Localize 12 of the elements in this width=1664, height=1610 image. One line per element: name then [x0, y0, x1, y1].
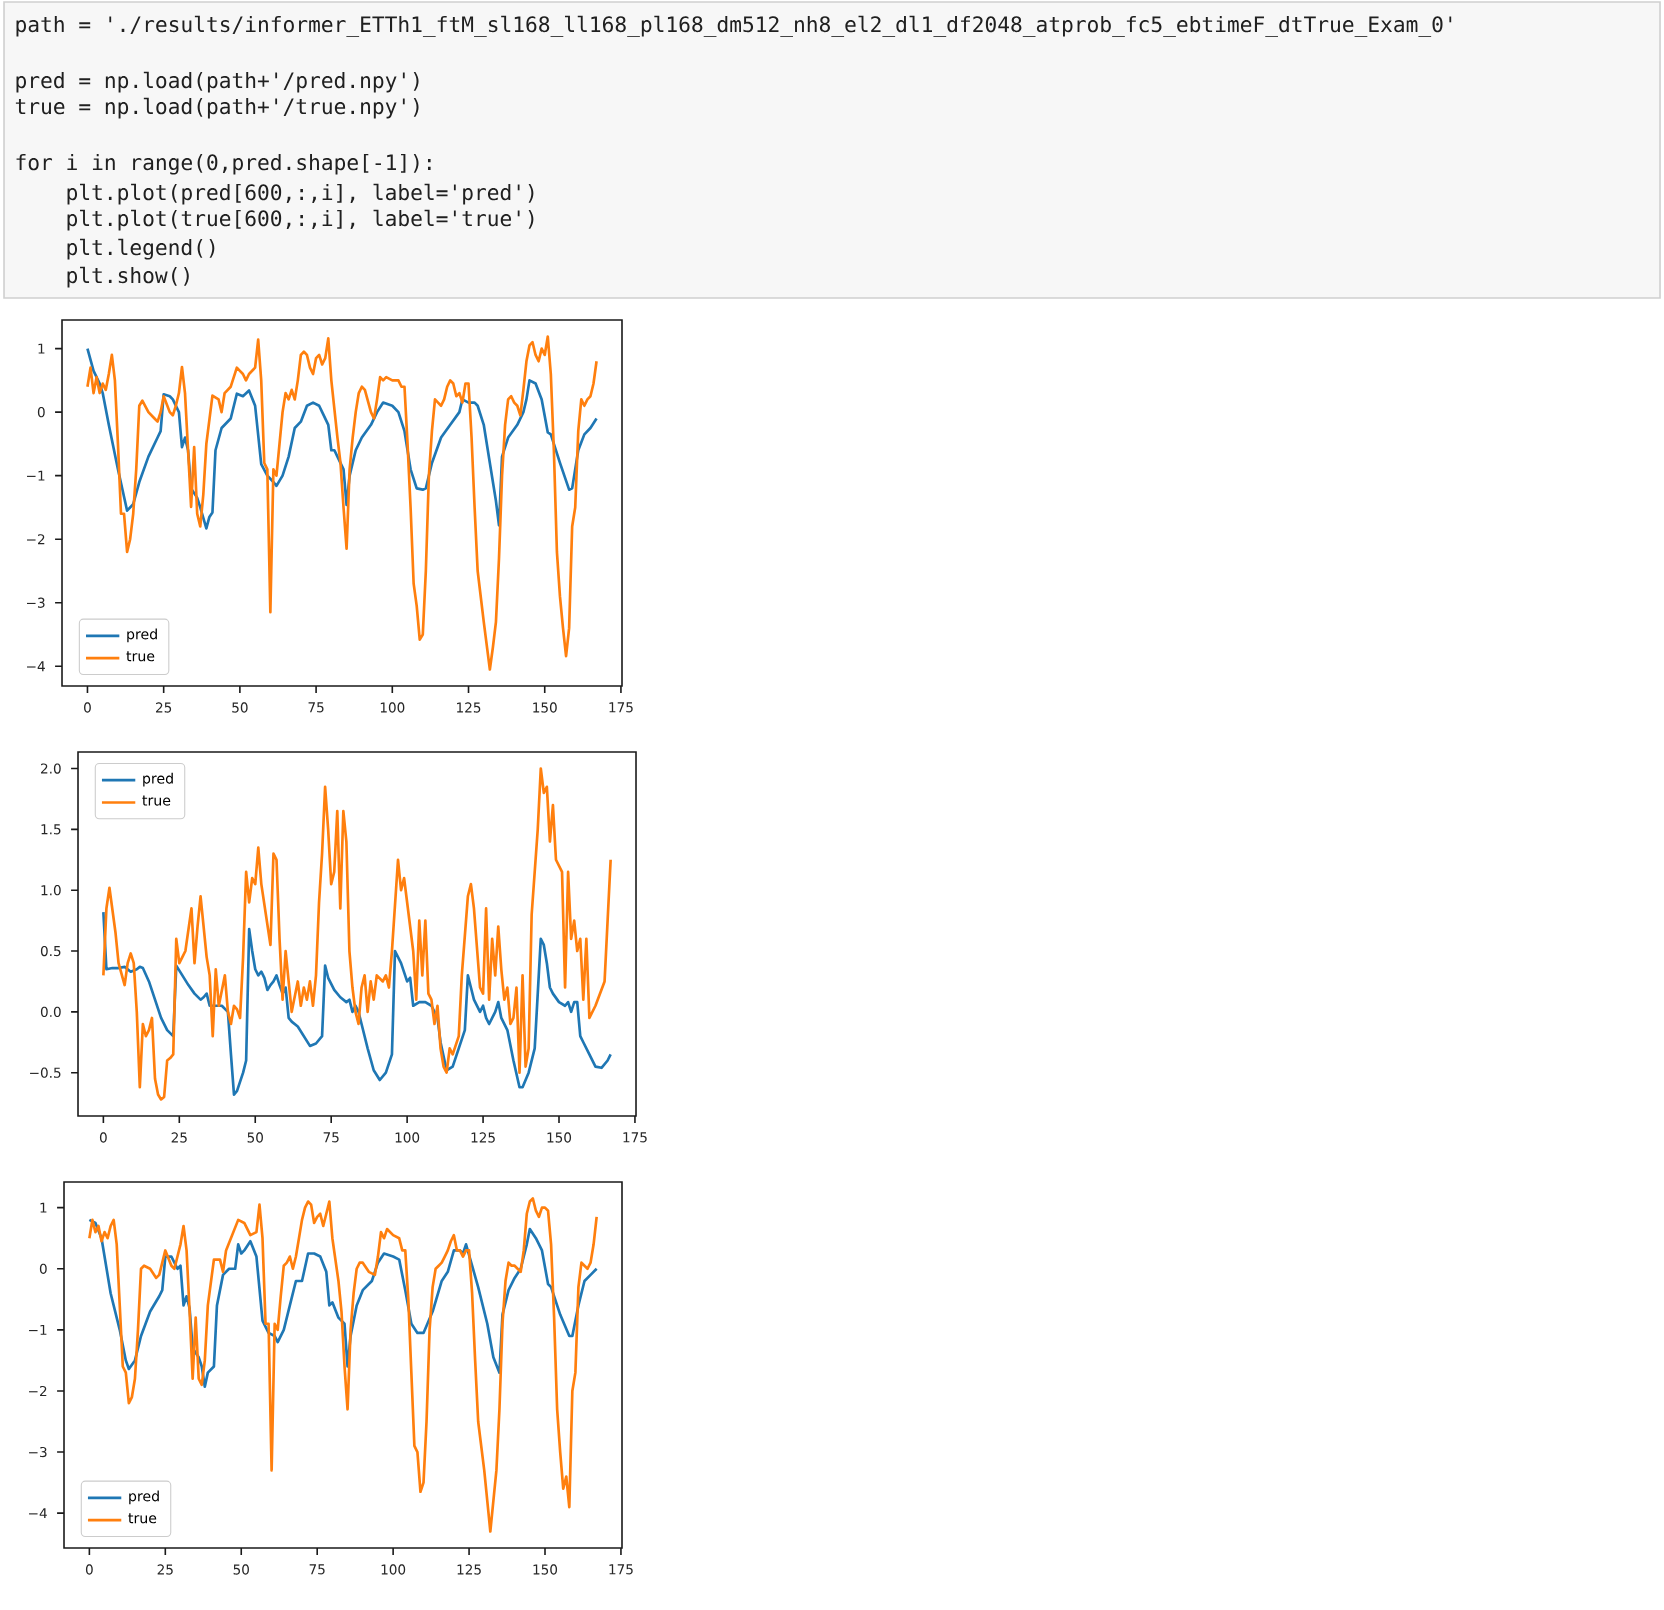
text: plt.plot(pred[600,:,i], label='pred') — [67, 183, 534, 205]
text: pred = np.load(path+'/pred.npy') — [16, 71, 419, 93]
line-series — [88, 1218, 598, 1389]
line-series — [102, 767, 612, 1101]
text: path = './results/informer_ETTh1_ftM_sl168_ll168_pl168_dm512_nh8_el2_dl1_df2048_atprob_fc5_ebtimeF_dtTrue_Exam_0' — [16, 15, 1452, 38]
line-series — [86, 347, 598, 530]
text: plt.plot(true[600,:,i], label='true') — [67, 209, 534, 231]
text: plt.legend() — [67, 238, 215, 260]
line-series — [86, 335, 598, 671]
text: plt.show() — [67, 266, 189, 288]
text: for i in range(0,pred.shape[-1]): — [16, 153, 431, 175]
text: true = np.load(path+'/true.npy') — [15, 97, 419, 119]
